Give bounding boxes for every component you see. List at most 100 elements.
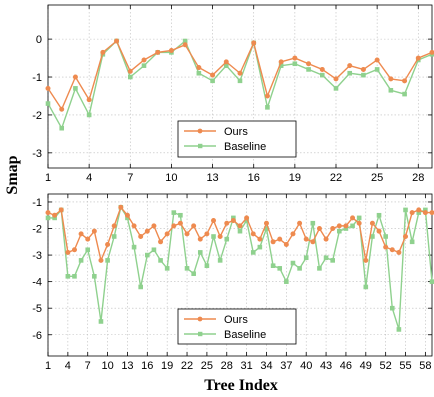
legend-marker-ours [197,316,203,322]
x-tick-label: 19 [289,172,301,184]
data-point-baseline [145,252,150,258]
data-point-baseline [333,86,339,91]
data-point-baseline [374,67,380,72]
data-point-ours [71,247,77,253]
y-tick-label: -3 [32,250,42,262]
data-point-baseline [429,279,434,284]
data-point-baseline [337,228,342,234]
y-tick-label: -2 [32,224,42,236]
data-point-baseline [363,284,369,290]
data-point-ours [310,239,316,245]
data-point-ours [45,85,51,91]
data-point-baseline [86,112,92,118]
x-tick-label: 25 [201,360,213,372]
data-point-baseline [217,258,223,263]
data-point-ours [191,223,197,229]
legend-box [177,308,297,345]
data-point-baseline [265,105,270,110]
data-point-ours [347,63,353,69]
data-point-baseline [303,255,309,261]
data-point-baseline [141,63,147,68]
data-point-ours [85,236,91,242]
data-point-baseline [409,239,415,245]
data-point-baseline [306,67,311,72]
top-chart-panel: 1 4 7 10 13 16 19 22 25 28 0 -1 -2 -3 Ours Baseline [32,4,434,184]
data-point-ours [58,207,64,213]
x-tick-label: 28 [412,172,424,184]
x-tick-label: 28 [221,360,233,372]
data-point-baseline [277,266,283,271]
x-tick-label: 10 [165,172,177,184]
data-point-baseline [257,244,263,250]
x-tick-label: 34 [260,360,272,372]
x-tick-label: 49 [360,360,372,372]
data-point-baseline [197,250,203,255]
data-point-ours [319,66,325,72]
x-tick-label: 58 [419,360,431,372]
x-tick-label: 4 [86,172,92,184]
data-point-ours [350,215,356,221]
x-tick-label: 25 [371,172,383,184]
data-point-baseline [73,86,78,91]
data-point-ours [52,212,58,218]
data-point-ours [244,215,250,221]
data-point-baseline [171,210,177,215]
x-tick-label: 19 [161,360,173,372]
data-point-ours [158,239,164,245]
data-point-ours [196,65,202,71]
x-tick-label: 46 [340,360,352,372]
data-point-baseline [196,70,202,76]
data-point-baseline [105,258,110,263]
data-point-ours [402,78,408,84]
data-point-baseline [292,61,298,67]
data-point-baseline [403,207,408,213]
data-point-baseline [210,78,215,84]
data-point-ours [204,231,210,237]
data-point-ours [45,210,51,216]
data-point-baseline [85,247,91,253]
data-point-ours [415,55,421,61]
data-point-ours [277,236,283,242]
data-point-ours [403,233,409,239]
data-point-ours [429,210,434,216]
data-point-ours [144,228,150,234]
data-point-ours [360,66,366,72]
x-tick-label: 16 [141,360,153,372]
data-point-ours [330,226,336,232]
data-point-ours [306,61,312,67]
data-point-baseline [191,271,196,276]
data-point-baseline [237,228,243,234]
data-point-ours [72,74,78,80]
legend: Ours Baseline [177,120,297,158]
data-point-baseline [270,263,276,269]
x-tick-label: 40 [300,360,312,372]
data-point-ours [278,59,284,65]
data-point-baseline [402,91,407,97]
legend-label-baseline: Baseline [224,141,266,153]
data-point-ours [237,223,243,229]
data-point-ours [164,231,170,237]
data-point-baseline [317,266,322,271]
data-point-baseline [224,236,230,242]
data-point-baseline [383,234,388,239]
legend-label-ours: Ours [224,126,248,138]
data-point-ours [210,72,216,78]
data-point-ours [283,241,289,247]
data-point-baseline [361,72,366,78]
data-point-baseline [204,263,210,269]
data-point-baseline [78,258,84,263]
data-point-ours [416,207,422,213]
y-tick-label: -3 [32,148,42,160]
data-point-ours [211,218,217,224]
x-tick-label: 1 [45,360,51,372]
series-line-ours [47,206,432,262]
data-point-ours [124,212,130,218]
data-point-ours [65,249,71,255]
data-point-ours [223,59,229,65]
data-point-baseline [45,101,51,106]
data-point-ours [383,244,389,250]
data-point-baseline [389,305,395,311]
data-point-ours [78,231,84,237]
data-point-ours [105,241,111,247]
